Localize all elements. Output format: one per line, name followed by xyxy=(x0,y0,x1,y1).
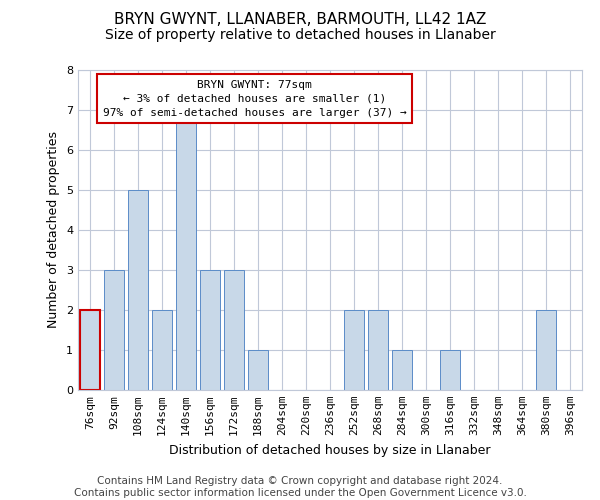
Bar xyxy=(224,270,244,390)
Text: Size of property relative to detached houses in Llanaber: Size of property relative to detached ho… xyxy=(104,28,496,42)
Bar xyxy=(248,350,268,390)
Bar xyxy=(368,310,388,390)
Bar xyxy=(152,310,172,390)
Bar xyxy=(200,270,220,390)
Bar xyxy=(128,190,148,390)
Text: BRYN GWYNT, LLANABER, BARMOUTH, LL42 1AZ: BRYN GWYNT, LLANABER, BARMOUTH, LL42 1AZ xyxy=(114,12,486,28)
X-axis label: Distribution of detached houses by size in Llanaber: Distribution of detached houses by size … xyxy=(169,444,491,456)
Bar xyxy=(392,350,412,390)
Bar xyxy=(440,350,460,390)
Bar xyxy=(536,310,556,390)
Y-axis label: Number of detached properties: Number of detached properties xyxy=(47,132,61,328)
Bar xyxy=(176,110,196,390)
Text: Contains HM Land Registry data © Crown copyright and database right 2024.
Contai: Contains HM Land Registry data © Crown c… xyxy=(74,476,526,498)
Bar xyxy=(80,310,100,390)
Text: BRYN GWYNT: 77sqm
← 3% of detached houses are smaller (1)
97% of semi-detached h: BRYN GWYNT: 77sqm ← 3% of detached house… xyxy=(103,80,406,118)
Bar xyxy=(344,310,364,390)
Bar xyxy=(104,270,124,390)
